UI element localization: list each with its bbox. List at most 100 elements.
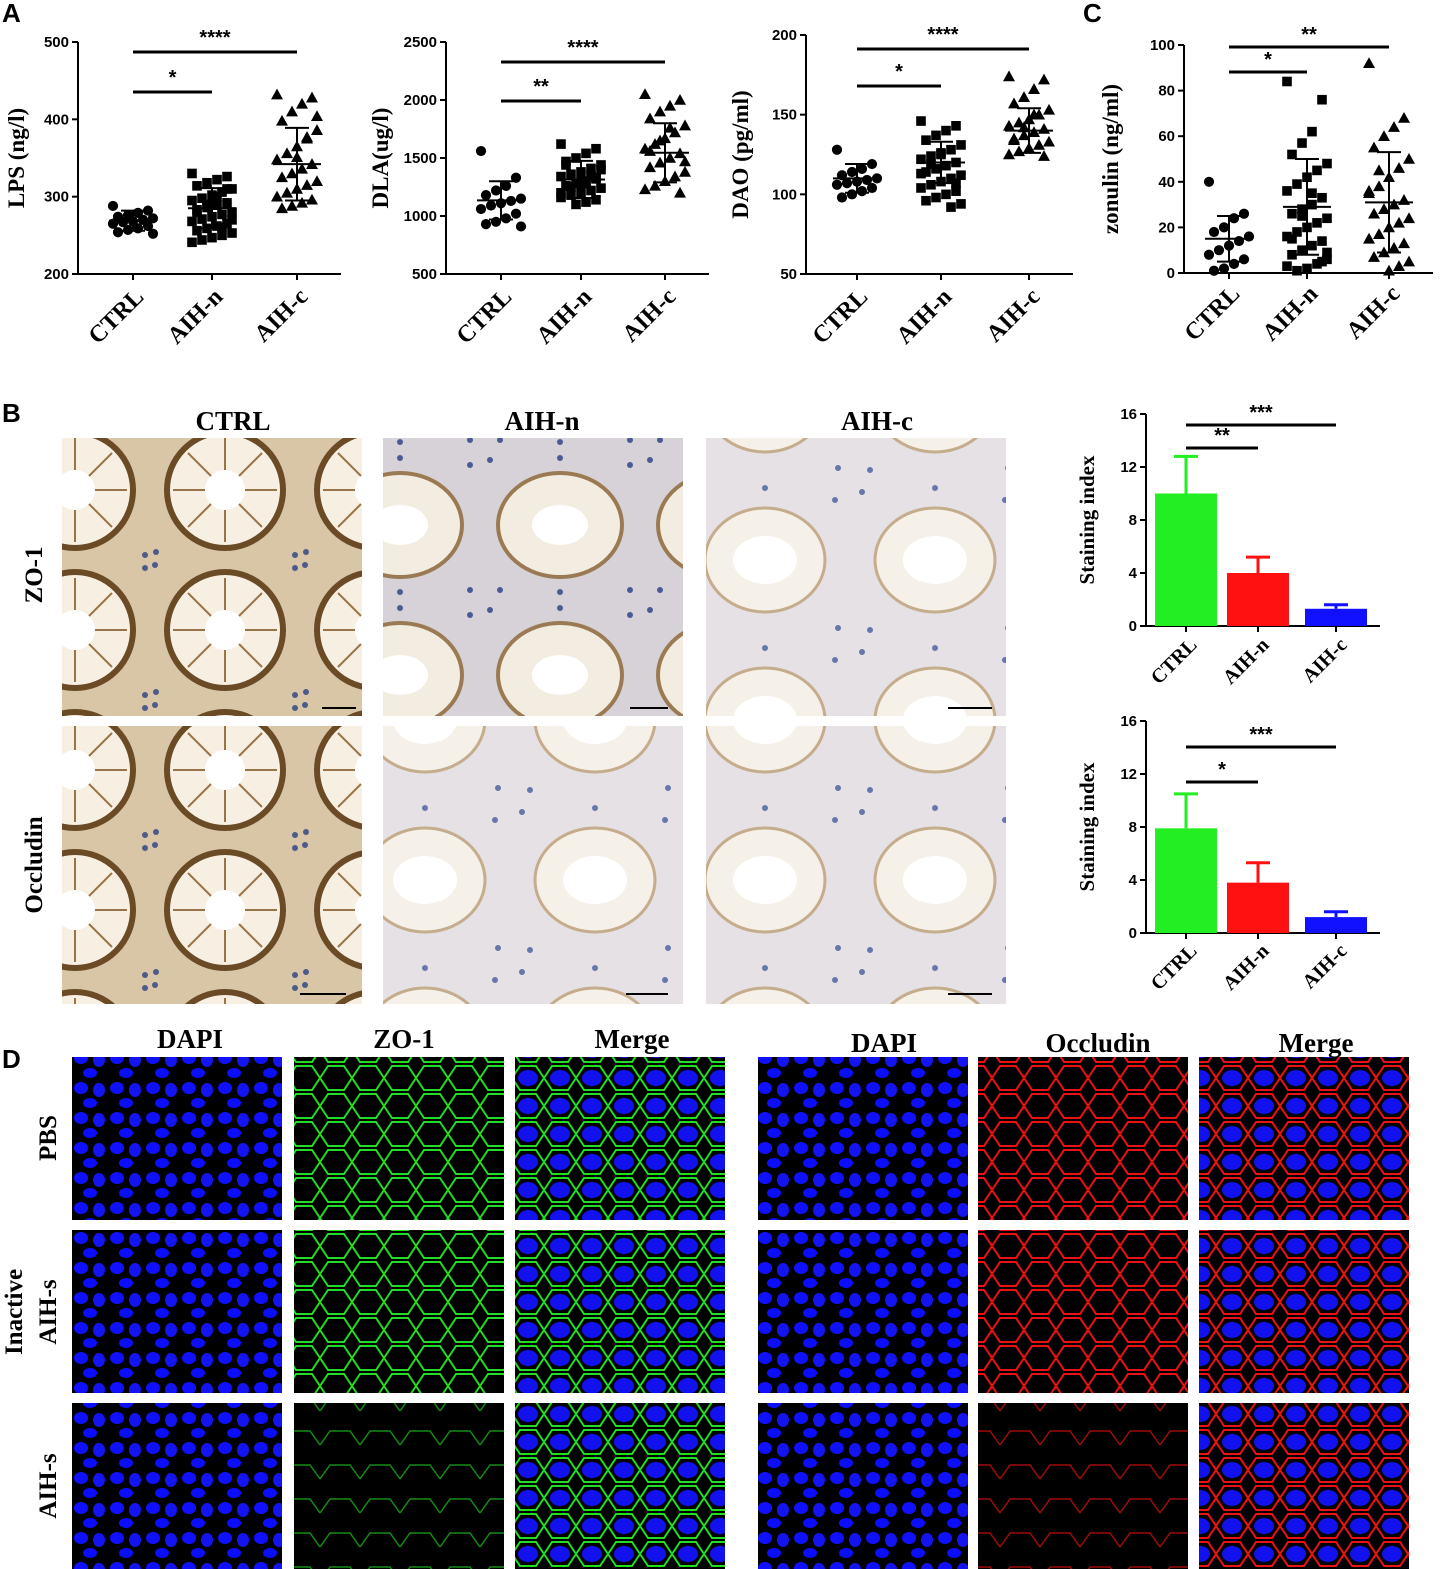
data-point bbox=[921, 135, 931, 145]
data-point bbox=[1322, 213, 1332, 224]
data-point bbox=[931, 164, 941, 174]
data-point bbox=[281, 147, 293, 159]
data-point bbox=[946, 144, 956, 155]
x-tick-label: CTRL bbox=[84, 284, 150, 350]
significance-label: * bbox=[1218, 759, 1226, 781]
y-tick-label: 16 bbox=[1120, 406, 1137, 423]
data-point bbox=[132, 223, 144, 234]
data-point bbox=[1297, 138, 1307, 148]
data-point bbox=[212, 191, 222, 202]
ihc-image-zo1-aih-c bbox=[706, 438, 1006, 716]
data-point bbox=[581, 197, 591, 207]
data-point bbox=[1393, 162, 1405, 173]
if-row-title-pbs: PBS bbox=[35, 1115, 62, 1161]
x-tick-label: AIH-c bbox=[250, 284, 314, 348]
data-point bbox=[926, 151, 936, 161]
data-point bbox=[1018, 91, 1030, 102]
data-point bbox=[679, 119, 691, 131]
data-point bbox=[1302, 263, 1312, 274]
if-image-aihs-merge-occludin bbox=[1199, 1403, 1409, 1569]
data-point bbox=[227, 215, 237, 225]
if-image-inactive-zo1 bbox=[294, 1230, 504, 1393]
x-tick-label: AIH-c bbox=[1298, 940, 1351, 993]
data-point bbox=[227, 228, 237, 238]
data-point bbox=[212, 200, 222, 210]
y-tick-label: 4 bbox=[1129, 872, 1138, 889]
data-point bbox=[227, 184, 237, 194]
data-point bbox=[480, 219, 492, 230]
panel-label-a: A bbox=[2, 0, 21, 28]
data-point bbox=[515, 193, 527, 204]
significance-label: * bbox=[895, 61, 903, 83]
data-point bbox=[674, 186, 686, 198]
if-row-title-inactive-line2: AIH-s bbox=[35, 1279, 62, 1345]
data-point bbox=[916, 116, 926, 126]
x-tick-label: CTRL bbox=[1147, 940, 1202, 995]
data-point bbox=[866, 158, 878, 170]
significance-label: ** bbox=[1214, 425, 1230, 447]
y-tick-label: 300 bbox=[44, 189, 69, 206]
data-point bbox=[276, 171, 288, 183]
data-point bbox=[1368, 207, 1380, 219]
data-point bbox=[217, 230, 227, 241]
data-point bbox=[1322, 158, 1332, 169]
data-point bbox=[1008, 97, 1020, 109]
data-point bbox=[1297, 204, 1307, 214]
data-point bbox=[846, 189, 858, 200]
if-image-inactive-merge-zo1 bbox=[515, 1230, 725, 1393]
data-point bbox=[674, 94, 686, 105]
ihc-image-occludin-aih-c bbox=[706, 726, 1006, 1004]
y-tick-label: 2500 bbox=[404, 34, 437, 51]
data-point bbox=[1287, 149, 1297, 160]
x-tick-label: CTRL bbox=[452, 284, 518, 350]
data-point bbox=[1363, 232, 1375, 244]
x-tick-label: AIH-n bbox=[1219, 634, 1274, 689]
data-point bbox=[586, 185, 596, 196]
if-image-pbs-occludin bbox=[978, 1057, 1188, 1220]
if-image-pbs-dapi-right bbox=[758, 1057, 968, 1220]
data-point bbox=[1282, 186, 1292, 196]
data-point bbox=[276, 114, 288, 126]
panel-label-d: D bbox=[2, 1044, 21, 1074]
data-point bbox=[946, 202, 956, 212]
ihc-image-zo1-ctrl bbox=[62, 438, 362, 716]
y-axis-label: Staining index bbox=[1075, 455, 1099, 584]
data-point bbox=[1393, 216, 1405, 228]
data-point bbox=[926, 159, 936, 169]
data-point bbox=[197, 193, 207, 204]
data-point bbox=[187, 216, 197, 227]
data-point bbox=[1208, 226, 1220, 238]
y-tick-label: 100 bbox=[772, 186, 797, 203]
data-point bbox=[856, 163, 868, 174]
data-point bbox=[846, 166, 858, 178]
data-point bbox=[227, 207, 237, 217]
data-point bbox=[566, 169, 576, 180]
data-point bbox=[1292, 265, 1302, 276]
data-point bbox=[1013, 145, 1025, 157]
significance-label: * bbox=[169, 67, 177, 89]
data-point bbox=[107, 200, 119, 212]
y-tick-label: 8 bbox=[1129, 512, 1137, 529]
data-point bbox=[926, 179, 936, 190]
y-tick-label: 150 bbox=[772, 107, 797, 124]
data-point bbox=[1297, 245, 1307, 255]
data-point bbox=[596, 164, 606, 175]
if-image-pbs-zo1 bbox=[294, 1057, 504, 1220]
data-point bbox=[931, 130, 941, 141]
y-tick-label: 1000 bbox=[404, 208, 437, 225]
data-point bbox=[1243, 231, 1255, 242]
data-point bbox=[217, 187, 227, 197]
significance-label: ** bbox=[533, 76, 549, 98]
data-point bbox=[1292, 227, 1302, 237]
data-point bbox=[951, 186, 961, 196]
data-point bbox=[1292, 179, 1302, 189]
data-point bbox=[679, 155, 691, 167]
data-point bbox=[1403, 255, 1415, 267]
if-image-pbs-dapi bbox=[72, 1057, 282, 1220]
data-point bbox=[841, 178, 853, 189]
y-tick-label: 8 bbox=[1129, 819, 1137, 836]
x-tick-label: AIH-c bbox=[982, 284, 1046, 348]
data-point bbox=[500, 180, 512, 191]
data-point bbox=[956, 140, 966, 150]
